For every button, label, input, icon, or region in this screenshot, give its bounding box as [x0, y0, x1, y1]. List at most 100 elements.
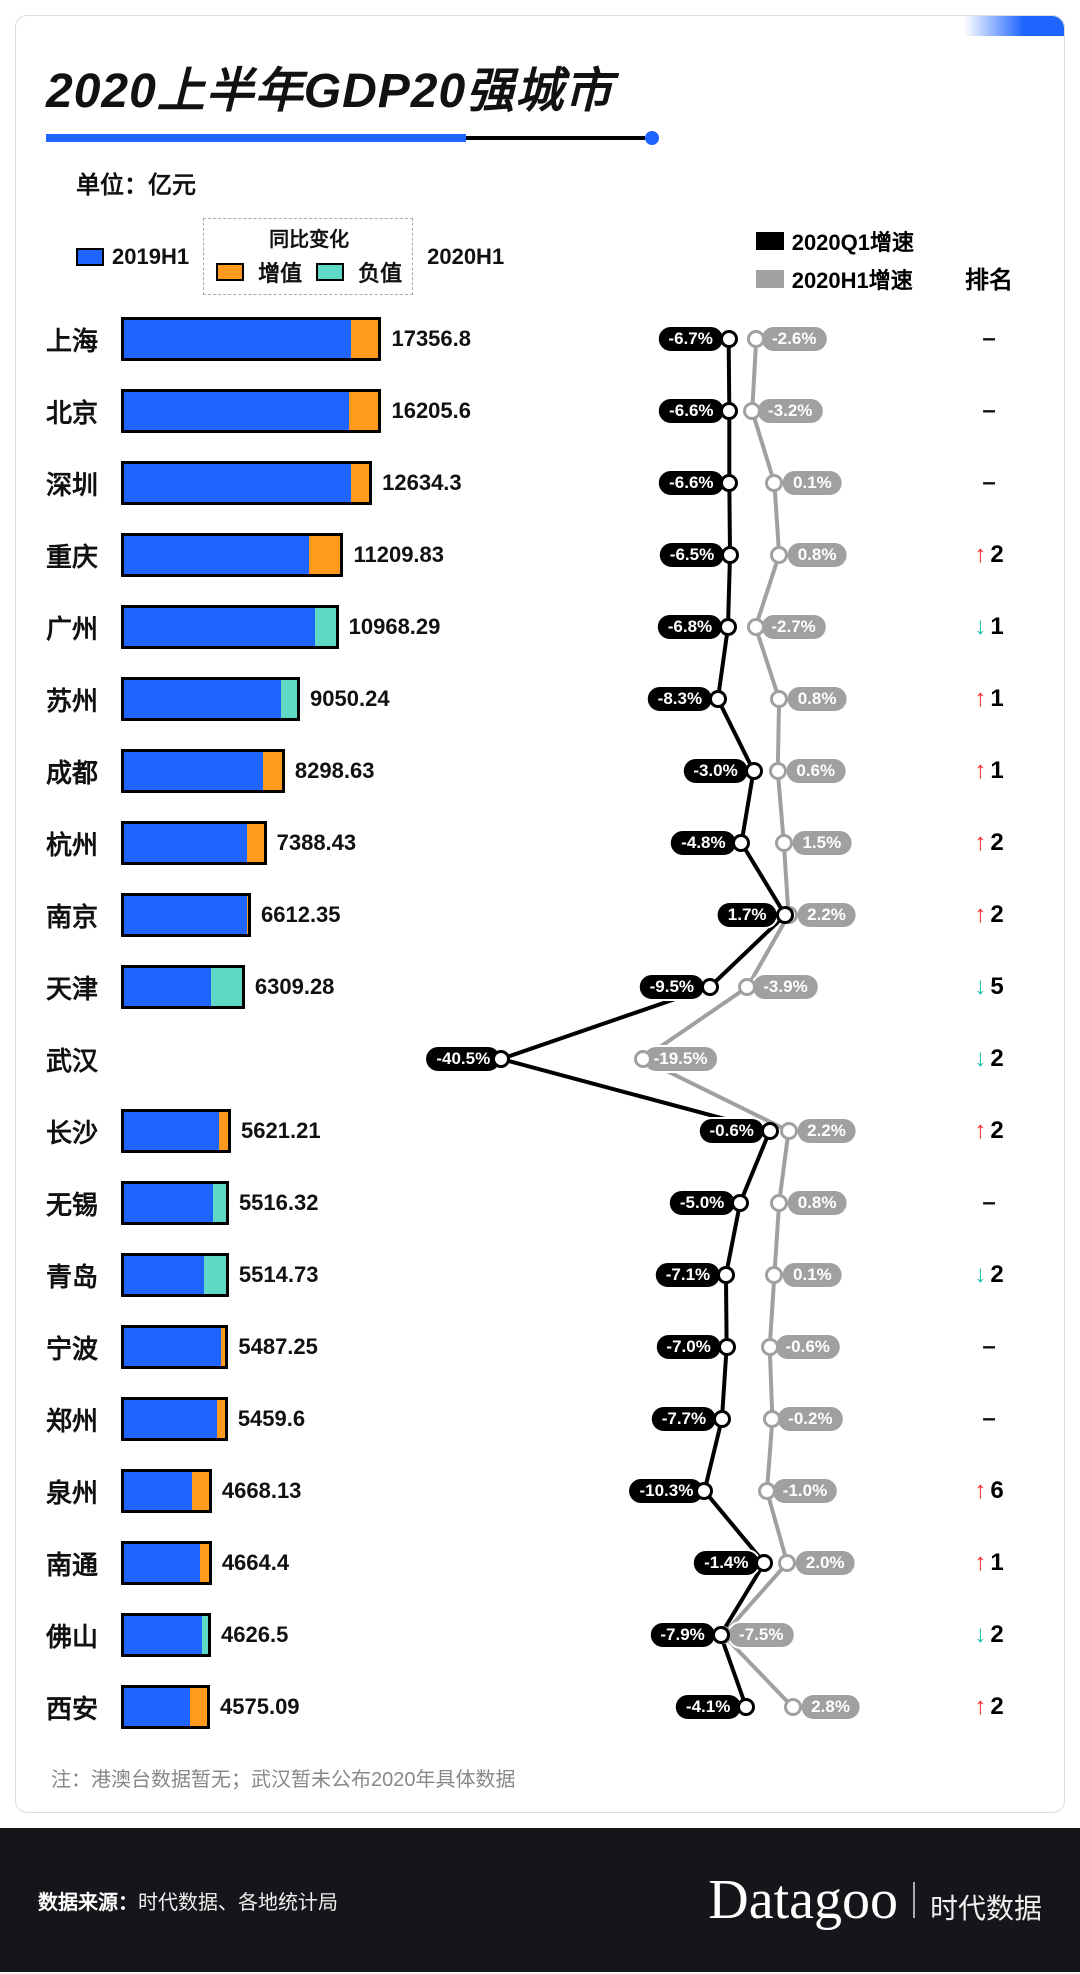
h1-growth-pill: -3.9%	[751, 973, 819, 1001]
city-name: 佛山	[46, 1617, 121, 1654]
arrow-down-icon: ↓	[974, 973, 986, 1001]
arrow-up-icon: ↑	[974, 901, 986, 929]
rank-change: ↓2	[944, 1261, 1034, 1289]
bar-2019h1	[121, 1181, 216, 1225]
h1-growth-marker	[634, 1050, 652, 1068]
arrow-up-icon: ↑	[974, 1693, 986, 1721]
swatch-decrease	[316, 263, 344, 281]
city-name: 成都	[46, 753, 121, 790]
h1-growth-pill: -3.2%	[756, 397, 824, 425]
bar-increase	[219, 1109, 231, 1153]
city-row: 成都8298.63 ↑1	[46, 735, 1034, 807]
h1-growth-pill: -2.7%	[759, 613, 827, 641]
h1-growth-marker	[761, 1338, 779, 1356]
bar-2019h1	[121, 893, 250, 937]
city-row: 南通4664.4↑1	[46, 1527, 1034, 1599]
bar-wrap: 4664.4	[121, 1541, 471, 1585]
rank-change: ↑1	[944, 757, 1034, 785]
rank-change: –	[944, 1333, 1034, 1361]
arrow-up-icon: ↑	[974, 541, 986, 569]
bar-value-label: 5621.21	[241, 1118, 321, 1144]
bar-wrap: 4575.09	[121, 1685, 471, 1729]
growth-legend: 2020Q1增速 2020H1增速	[756, 225, 914, 295]
q1-growth-marker	[695, 1482, 713, 1500]
bar-2019h1	[121, 749, 266, 793]
q1-growth-marker	[701, 978, 719, 996]
q1-growth-marker	[745, 762, 763, 780]
h1-growth-marker	[784, 1698, 802, 1716]
bar-increase	[309, 533, 343, 577]
bar-decrease	[202, 1613, 211, 1657]
data-source: 数据来源：时代数据、各地统计局	[38, 1886, 338, 1915]
chart-area: 上海17356.8–北京16205.6–深圳12634.3–重庆11209.83…	[46, 303, 1034, 1743]
bar-2019h1	[121, 821, 250, 865]
legend-row: 2019H1 同比变化 增值 负值 2020H1 2020Q1增速 2020H1…	[46, 218, 1034, 295]
q1-growth-marker	[720, 402, 738, 420]
city-row: 北京16205.6–	[46, 375, 1034, 447]
bar-2019h1	[121, 533, 312, 577]
city-row: 广州10968.29↓1	[46, 591, 1034, 663]
q1-growth-marker	[761, 1122, 779, 1140]
bar-wrap: 12634.3	[121, 461, 471, 505]
footer: 数据来源：时代数据、各地统计局 Datagoo 时代数据	[0, 1828, 1080, 1972]
footnote: 注：港澳台数据暂无；武汉暂未公布2020年具体数据	[51, 1763, 1034, 1792]
bar-2019h1	[121, 461, 354, 505]
bar-value-label: 16205.6	[391, 398, 471, 424]
bar-2019h1	[121, 677, 284, 721]
city-row: 武汉↓2	[46, 1023, 1034, 1095]
arrow-up-icon: ↑	[974, 685, 986, 713]
q1-growth-pill: -6.6%	[657, 469, 725, 497]
rank-change: –	[944, 1189, 1034, 1217]
q1-growth-pill: -3.0%	[681, 757, 749, 785]
corner-accent	[964, 16, 1064, 36]
bar-2019h1	[121, 1325, 224, 1369]
h1-growth-marker	[758, 1482, 776, 1500]
h1-growth-pill: -0.6%	[773, 1333, 841, 1361]
bar-decrease	[211, 965, 245, 1009]
rank-change: –	[944, 469, 1034, 497]
bar-wrap: 16205.6	[121, 389, 471, 433]
rank-change: ↑2	[944, 541, 1034, 569]
legend-h1: 2020H1增速	[792, 263, 913, 295]
bar-wrap	[121, 1037, 471, 1081]
q1-growth-marker	[717, 1266, 735, 1284]
bar-wrap: 5459.6	[121, 1397, 471, 1441]
bar-value-label: 4626.5	[221, 1622, 288, 1648]
legend-increase: 增值	[258, 256, 302, 288]
city-row: 杭州7388.43↑2	[46, 807, 1034, 879]
bar-wrap: 8298.63	[121, 749, 471, 793]
q1-growth-pill: -7.1%	[654, 1261, 722, 1289]
city-row: 泉州4668.13↑6	[46, 1455, 1034, 1527]
bar-wrap: 17356.8	[121, 317, 471, 361]
bar-2019h1	[121, 1397, 220, 1441]
q1-growth-marker	[718, 1338, 736, 1356]
city-name: 重庆	[46, 537, 121, 574]
q1-growth-pill: -7.9%	[648, 1621, 716, 1649]
q1-growth-marker	[713, 1410, 731, 1428]
rank-change: ↑1	[944, 1549, 1034, 1577]
bar-value-label: 6309.28	[255, 974, 335, 1000]
q1-growth-pill: -6.5%	[658, 541, 726, 569]
bar-2019h1	[121, 1541, 203, 1585]
city-name: 泉州	[46, 1473, 121, 1510]
city-name: 深圳	[46, 465, 121, 502]
q1-growth-pill: -0.6%	[697, 1117, 765, 1145]
h1-growth-pill: -2.6%	[760, 325, 828, 353]
arrow-up-icon: ↑	[974, 1117, 986, 1145]
h1-growth-marker	[747, 330, 765, 348]
q1-growth-pill: -10.3%	[627, 1477, 705, 1505]
q1-growth-pill: -8.3%	[646, 685, 714, 713]
q1-growth-marker	[719, 618, 737, 636]
bar-value-label: 4575.09	[220, 1694, 300, 1720]
city-name: 青岛	[46, 1257, 121, 1294]
bar-increase	[221, 1325, 229, 1369]
q1-growth-pill: -4.8%	[669, 829, 737, 857]
h1-growth-marker	[770, 1194, 788, 1212]
bar-increase	[192, 1469, 211, 1513]
city-name: 郑州	[46, 1401, 121, 1438]
city-row: 青岛5514.73↓2	[46, 1239, 1034, 1311]
city-row: 长沙5621.21↑2	[46, 1095, 1034, 1167]
unit-label: 单位：亿元	[76, 165, 1034, 200]
q1-growth-marker	[776, 906, 794, 924]
q1-growth-marker	[709, 690, 727, 708]
